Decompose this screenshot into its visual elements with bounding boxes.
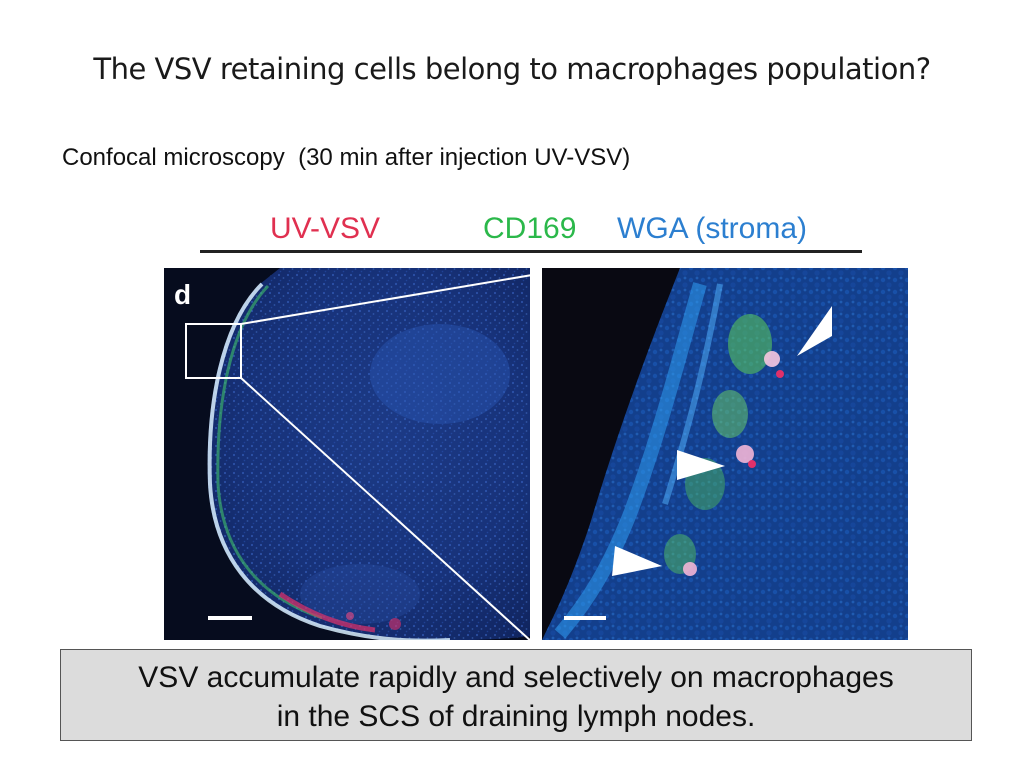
scale-bar-right — [564, 616, 606, 620]
arrowhead-3 — [612, 546, 662, 576]
zoom-connector-top — [240, 273, 539, 325]
conclusion-line-1: VSV accumulate rapidly and selectively o… — [138, 661, 894, 694]
legend-cd169: CD169 — [483, 212, 577, 245]
legend-wga-stroma: WGA (stroma) — [617, 212, 808, 245]
confocal-figure: d — [160, 264, 912, 644]
conclusion-box: VSV accumulate rapidly and selectively o… — [60, 649, 972, 741]
conclusion-line-2: in the SCS of draining lymph nodes. — [276, 700, 756, 733]
legend-divider — [200, 250, 862, 253]
arrowhead-1 — [797, 306, 832, 356]
slide-subtitle: Confocal microscopy (30 min after inject… — [62, 144, 631, 171]
confocal-micrograph-image: d — [160, 264, 912, 644]
zoom-connector-bottom — [240, 377, 533, 643]
scale-bar-left — [208, 616, 252, 620]
panel-label: d — [174, 279, 191, 310]
zoom-inset-box — [185, 323, 242, 379]
slide-title: The VSV retaining cells belong to macrop… — [93, 52, 931, 86]
legend-uv-vsv: UV-VSV — [270, 212, 381, 245]
arrowhead-2 — [677, 450, 725, 480]
